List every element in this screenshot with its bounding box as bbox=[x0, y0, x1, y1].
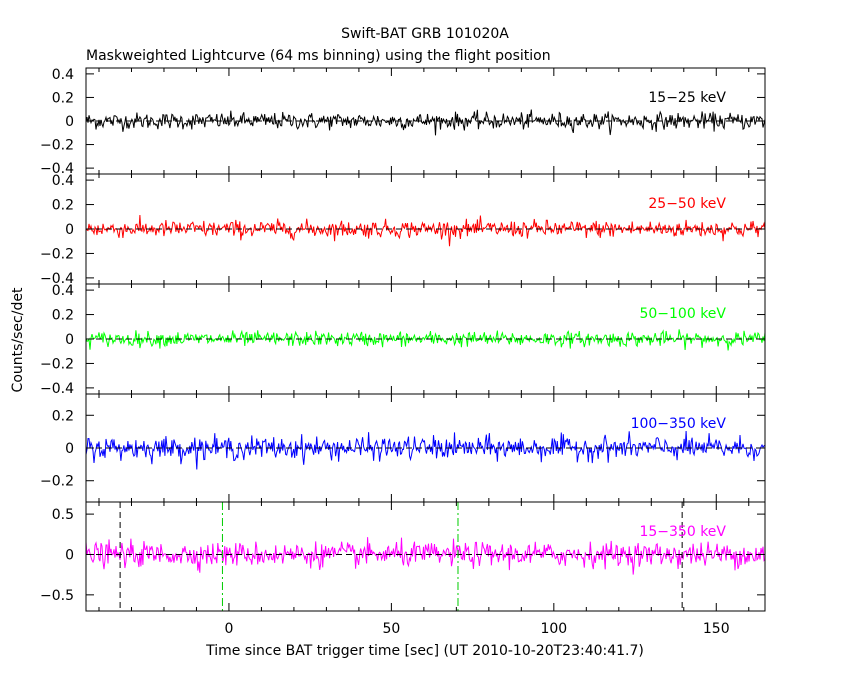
y-tick-label-2-2: 0 bbox=[65, 332, 74, 348]
y-tick-label-1-3: 0.2 bbox=[52, 198, 74, 214]
y-tick-label-0-1: −0.2 bbox=[40, 138, 74, 154]
y-tick-label-0-3: 0.2 bbox=[52, 90, 74, 106]
plot-area: −0.4 −0.2 0 0.2 0.4 15−25 keV −0.4 −0.2 0 0.2 0.4 2… bbox=[40, 67, 766, 637]
y-tick-label-3-0: −0.2 bbox=[40, 474, 74, 490]
y-tick-label-1-0: −0.4 bbox=[40, 271, 74, 287]
panel-frame-4 bbox=[85, 501, 766, 612]
panel-label-2: 50−100 keV bbox=[639, 306, 726, 322]
series-line-1 bbox=[86, 214, 765, 247]
panel-label-4: 15−350 keV bbox=[639, 524, 726, 540]
y-tick-label-4-1: 0 bbox=[65, 547, 74, 563]
panel-label-3: 100−350 keV bbox=[631, 416, 727, 432]
y-tick-label-4-2: 0.5 bbox=[52, 507, 74, 523]
panel-0: −0.4 −0.2 0 0.2 0.4 15−25 keV bbox=[40, 67, 766, 177]
y-tick-label-3-2: 0.2 bbox=[52, 408, 74, 424]
y-tick-label-1-4: 0.4 bbox=[52, 173, 74, 189]
y-tick-label-3-1: 0 bbox=[65, 441, 74, 457]
y-axis-label: Counts/sec/det bbox=[10, 287, 26, 392]
chart-subtitle: Maskweighted Lightcurve (64 ms binning) … bbox=[86, 48, 551, 64]
y-tick-label-2-4: 0.4 bbox=[52, 283, 74, 299]
series-line-4 bbox=[86, 537, 765, 575]
y-tick-label-0-4: 0.4 bbox=[52, 67, 74, 83]
y-tick-label-2-3: 0.2 bbox=[52, 308, 74, 324]
y-tick-label-2-1: −0.2 bbox=[40, 356, 74, 372]
panel-label-0: 15−25 keV bbox=[648, 90, 726, 106]
panel-label-1: 25−50 keV bbox=[648, 196, 726, 212]
panel-1: −0.4 −0.2 0 0.2 0.4 25−50 keV bbox=[40, 173, 766, 287]
y-tick-label-4-0: −0.5 bbox=[40, 588, 74, 604]
panel-4: −0.5 0 0.5 15−350 keV bbox=[40, 501, 766, 612]
panel-3: −0.2 0 0.2 100−350 keV bbox=[40, 393, 766, 503]
series-line-0 bbox=[86, 109, 765, 136]
y-tick-label-1-1: −0.2 bbox=[40, 246, 74, 262]
x-tick-label-1: 50 bbox=[382, 621, 400, 637]
x-axis-label: Time since BAT trigger time [sec] (UT 20… bbox=[205, 643, 644, 659]
chart-title: Swift-BAT GRB 101020A bbox=[341, 26, 509, 42]
y-tick-label-0-0: −0.4 bbox=[40, 161, 74, 177]
y-tick-label-0-2: 0 bbox=[65, 114, 74, 130]
series-line-3 bbox=[86, 430, 765, 470]
y-tick-label-1-2: 0 bbox=[65, 222, 74, 238]
x-tick-label-0: 0 bbox=[224, 621, 233, 637]
x-tick-label-2: 100 bbox=[540, 621, 567, 637]
x-tick-label-3: 150 bbox=[703, 621, 730, 637]
panel-2: −0.4 −0.2 0 0.2 0.4 50−100 keV bbox=[40, 283, 766, 397]
series-line-2 bbox=[86, 329, 765, 351]
y-tick-label-2-0: −0.4 bbox=[40, 381, 74, 397]
